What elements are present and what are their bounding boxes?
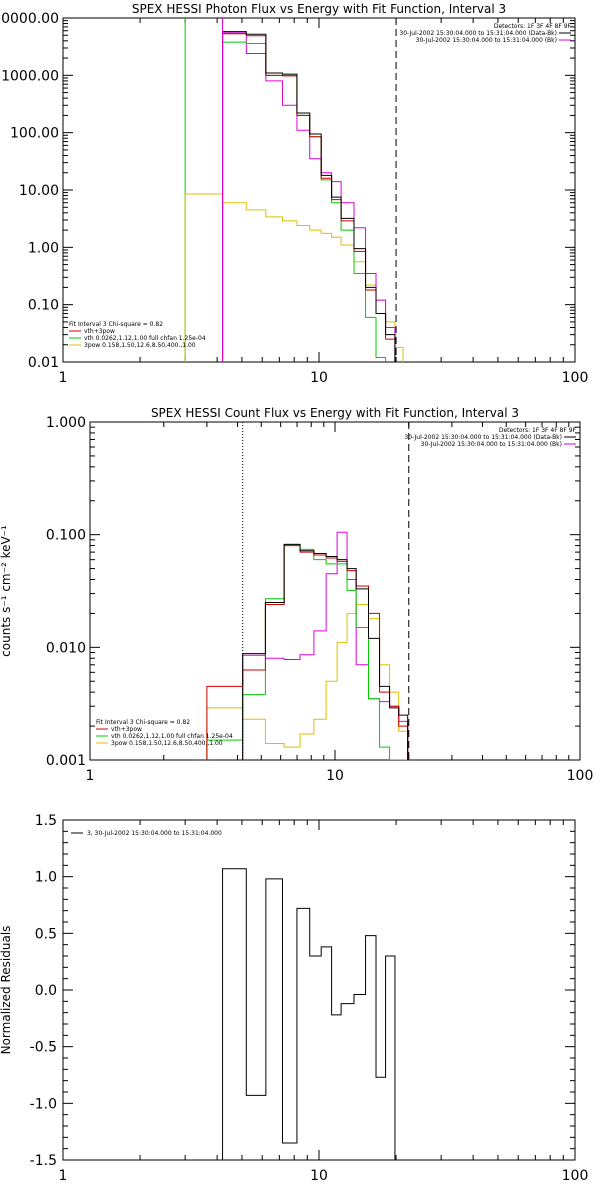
y-tick-label: 1.000 (46, 415, 86, 431)
legend-entry: 30-Jul-2002 15:30:04.000 to 15:31:04.000… (416, 37, 557, 44)
series-black (242, 543, 409, 760)
y-tick-label: 1.0 (35, 870, 57, 886)
series-green (222, 41, 387, 362)
chart-title: SPEX HESSI Photon Flux vs Energy with Fi… (132, 2, 506, 16)
residual-steps (222, 868, 396, 1160)
y-axis-label: counts s⁻¹ cm⁻² keV⁻¹ (0, 525, 13, 657)
x-tick-label: 100 (567, 768, 594, 784)
series-yellow (206, 603, 409, 760)
legend-entry: 30-Jul-2002 15:30:04.000 to 15:31:04.000… (399, 30, 557, 37)
x-tick-label: 1 (59, 1168, 68, 1184)
series-red (222, 33, 396, 362)
series-magenta (242, 531, 409, 760)
x-tick-label: 1 (86, 768, 95, 784)
legend-entry: 3, 30-Jul-2002 15:30:04.000 to 15:31:04.… (87, 830, 222, 837)
legend-entry: 30-Jul-2002 15:30:04.000 to 15:31:04.000… (404, 434, 562, 441)
legend-detectors: Detectors: 1F 3F 4F 8F 9F (499, 427, 577, 434)
panel-1: 1 10 100 0.01 0.10 1.00 10.00 100.00 1000.00 1000… (0, 2, 588, 386)
y-axis-label: Normalized Residuals (0, 926, 13, 1055)
panel-3: 1 10 100 -1.5 -1.0 -0.5 0.0 0.5 1.0 1.5 Normalized… (0, 813, 588, 1184)
data-layer (184, 18, 404, 362)
plot-frame (62, 819, 576, 1161)
y-tick-label: -1.0 (30, 1096, 57, 1112)
x-tick-label: 100 (562, 1168, 589, 1184)
x-tick-label: 10 (310, 1168, 328, 1184)
legend-entry: 3pow 0.158,1.50,12.6,8.50,400.,1.00 (84, 342, 196, 349)
x-tick-label: 1 (59, 370, 68, 386)
y-tick-label: 10000.00 (0, 11, 59, 27)
y-tick-label: 0.5 (35, 926, 57, 942)
x-tick-label: 100 (562, 370, 589, 386)
legend-entry: 30-Jul-2002 15:30:04.000 to 15:31:04.000… (421, 441, 562, 448)
y-tick-label: 1.00 (28, 240, 59, 256)
series-green (206, 543, 408, 760)
y-tick-label: 1.5 (35, 813, 57, 829)
y-tick-label: 0.01 (28, 355, 59, 371)
legend-fit: Fit Interval 3 Chi-square = 0.82 (96, 719, 190, 726)
plot-frame (62, 17, 576, 363)
data-layer (206, 422, 410, 760)
legend-entry: vth 0.0262,1.12,1.00 full chfan 1.25e-04 (111, 733, 233, 740)
y-tick-label: 1000.00 (1, 68, 59, 84)
y-tick-label: 0.010 (46, 640, 86, 656)
legend-entry: 3pow 0.158,1.50,12.6,8.50,400.,1.00 (111, 740, 223, 747)
y-tick-label: -0.5 (30, 1040, 57, 1056)
x-tick-label: 10 (326, 768, 344, 784)
plot-frame (89, 421, 581, 761)
y-tick-label: 100.00 (10, 126, 59, 142)
series-yellow (184, 193, 404, 362)
series-red (206, 545, 409, 760)
legend-entry: vth 0.0262,1.12,1.00 full chfan 1.25e-04 (84, 335, 206, 342)
y-tick-label: 0.001 (46, 753, 86, 769)
data-layer (222, 868, 396, 1160)
legend-entry: vth+3pow (111, 726, 142, 733)
y-tick-label: 10.00 (19, 183, 59, 199)
series-magenta (222, 32, 396, 362)
y-tick-label: 0.100 (46, 528, 86, 544)
legend-fit: Fit Interval 3 Chi-square = 0.82 (69, 321, 163, 328)
legend-detectors: Detectors: 1F 3F 4F 8F 9F (494, 23, 572, 30)
y-tick-label: 0.10 (28, 298, 59, 314)
y-tick-label: 0.0 (35, 983, 57, 999)
chart-title: SPEX HESSI Count Flux vs Energy with Fit… (151, 406, 519, 420)
y-tick-label: -1.5 (30, 1153, 57, 1169)
legend-entry: vth+3pow (84, 328, 115, 335)
panel-2: 1 10 100 0.001 0.010 0.100 1.000 SPEX HESSI Cou… (0, 406, 593, 784)
series-black (222, 31, 396, 362)
x-tick-label: 10 (310, 370, 328, 386)
